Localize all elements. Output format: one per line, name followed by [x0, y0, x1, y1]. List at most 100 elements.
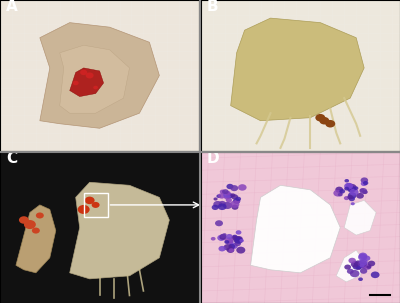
Circle shape [239, 239, 244, 242]
Circle shape [227, 247, 234, 253]
Circle shape [224, 240, 229, 244]
Circle shape [19, 216, 29, 224]
Circle shape [228, 244, 235, 249]
Circle shape [360, 188, 364, 192]
Circle shape [92, 202, 100, 208]
Circle shape [218, 203, 226, 210]
Circle shape [346, 183, 352, 188]
Circle shape [85, 197, 95, 204]
Circle shape [348, 258, 356, 263]
Circle shape [224, 244, 232, 251]
Circle shape [319, 117, 329, 125]
Text: A: A [6, 0, 18, 14]
Bar [84, 193, 108, 217]
Circle shape [212, 205, 219, 210]
Circle shape [211, 237, 216, 241]
Circle shape [358, 253, 367, 259]
Circle shape [347, 184, 357, 191]
Circle shape [344, 196, 349, 200]
Text: C: C [6, 151, 17, 166]
Circle shape [230, 193, 235, 197]
Circle shape [366, 265, 371, 269]
Circle shape [215, 220, 223, 226]
Circle shape [238, 184, 247, 191]
Circle shape [224, 195, 230, 199]
Circle shape [360, 263, 368, 269]
Circle shape [344, 265, 351, 270]
Circle shape [339, 189, 345, 194]
Circle shape [223, 192, 232, 198]
Circle shape [78, 205, 90, 214]
Circle shape [227, 239, 234, 244]
Circle shape [358, 254, 367, 261]
Circle shape [360, 188, 367, 194]
Circle shape [24, 220, 36, 229]
Circle shape [236, 230, 242, 235]
Circle shape [315, 114, 325, 122]
Circle shape [225, 191, 230, 195]
Circle shape [344, 187, 349, 191]
Circle shape [335, 187, 343, 193]
Circle shape [218, 193, 225, 199]
Circle shape [354, 186, 358, 190]
Circle shape [348, 192, 356, 199]
Circle shape [234, 237, 243, 244]
Circle shape [358, 278, 363, 281]
Circle shape [222, 233, 227, 236]
Circle shape [360, 264, 364, 268]
Circle shape [360, 178, 368, 183]
Polygon shape [0, 0, 199, 151]
Circle shape [356, 266, 362, 270]
Circle shape [32, 228, 40, 234]
Circle shape [236, 247, 245, 254]
Circle shape [224, 237, 234, 244]
Circle shape [352, 264, 360, 270]
Circle shape [233, 236, 242, 243]
Circle shape [368, 261, 375, 266]
Circle shape [347, 269, 354, 274]
Circle shape [350, 189, 359, 195]
Polygon shape [16, 205, 56, 273]
Circle shape [347, 195, 353, 199]
Circle shape [360, 268, 367, 274]
Circle shape [80, 70, 87, 75]
Circle shape [350, 270, 360, 277]
Polygon shape [336, 250, 364, 282]
Circle shape [358, 262, 366, 268]
Polygon shape [70, 68, 104, 97]
Circle shape [358, 260, 367, 267]
Circle shape [230, 201, 239, 208]
Circle shape [344, 179, 349, 182]
Circle shape [222, 189, 229, 194]
Circle shape [229, 242, 238, 249]
Circle shape [363, 264, 372, 270]
Circle shape [234, 241, 241, 246]
Circle shape [359, 259, 368, 265]
Circle shape [226, 193, 233, 198]
Circle shape [349, 196, 355, 201]
Circle shape [217, 235, 226, 241]
Circle shape [357, 265, 362, 269]
Polygon shape [231, 18, 364, 121]
Circle shape [236, 236, 243, 242]
Circle shape [230, 185, 238, 191]
Polygon shape [250, 185, 340, 273]
Circle shape [361, 181, 367, 186]
Circle shape [363, 255, 370, 261]
Circle shape [214, 198, 218, 201]
Circle shape [232, 205, 238, 210]
Circle shape [333, 190, 342, 197]
Polygon shape [0, 152, 199, 303]
Circle shape [344, 183, 353, 190]
Circle shape [362, 190, 368, 194]
Text: D: D [207, 151, 220, 166]
Circle shape [354, 260, 363, 267]
Circle shape [73, 81, 79, 85]
Circle shape [235, 197, 241, 201]
Circle shape [229, 248, 234, 252]
Circle shape [325, 120, 335, 128]
Circle shape [336, 189, 341, 193]
Circle shape [231, 194, 238, 199]
Circle shape [356, 193, 364, 199]
Circle shape [220, 190, 225, 194]
